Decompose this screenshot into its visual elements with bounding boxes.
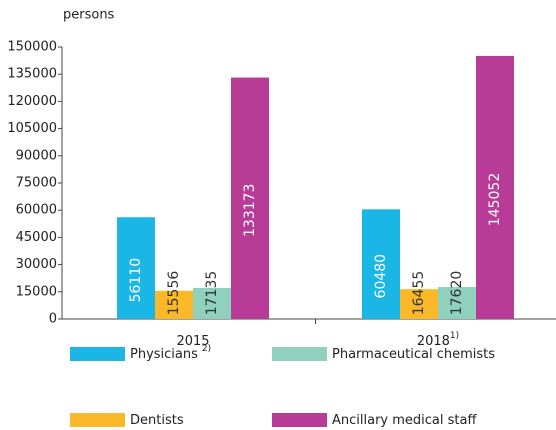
value-label: 133173 [242,184,258,237]
y-tick-label: 30000 [16,257,57,272]
bar [117,217,155,319]
value-label: 17620 [449,271,465,316]
y-tick-label: 45000 [16,230,57,245]
bar [362,209,400,319]
legend-swatch [272,413,327,427]
value-label: 15556 [166,271,182,316]
y-tick-label: 105000 [7,121,57,136]
category-text: 2015 [176,334,209,349]
value-label: 17135 [204,271,220,316]
legend-label: Physicians 2) [130,344,211,362]
y-tick-label: 150000 [7,40,57,55]
legend-text: Physicians [130,347,198,362]
category-footnote: 1) [450,331,459,341]
bar [193,287,231,319]
y-unit: persons [63,8,115,23]
legend-text: Ancillary medical staff [332,413,477,428]
y-tick-label: 0 [49,312,57,327]
y-tick-label: 135000 [7,67,57,82]
legend-text: Pharmaceutical chemists [332,347,495,362]
value-label: 60480 [373,254,389,299]
bar [400,289,438,319]
legend-swatch [70,413,125,427]
bar [155,290,193,319]
value-label: 145052 [487,173,503,226]
legend-swatch [70,347,125,361]
y-tick-label: 60000 [16,203,57,218]
y-tick-label: 90000 [16,148,57,163]
y-tick-label: 15000 [16,284,57,299]
y-tick-label: 75000 [16,176,57,191]
y-tick-label: 120000 [7,94,57,109]
bar [438,287,476,319]
value-label: 56110 [128,258,144,303]
bar [231,77,269,319]
x-tick-label: 2015 [176,334,209,349]
legend-label: Ancillary medical staff [332,413,477,428]
legend-text: Dentists [130,413,184,428]
legend-footnote: 2) [202,344,211,354]
legend-label: Pharmaceutical chemists [332,347,495,362]
legend-label: Dentists [130,413,184,428]
bar [476,55,514,319]
value-label: 16455 [411,271,427,316]
category-text: 2018 [417,334,450,349]
x-tick-label: 20181) [417,331,459,349]
legend-swatch [272,347,327,361]
